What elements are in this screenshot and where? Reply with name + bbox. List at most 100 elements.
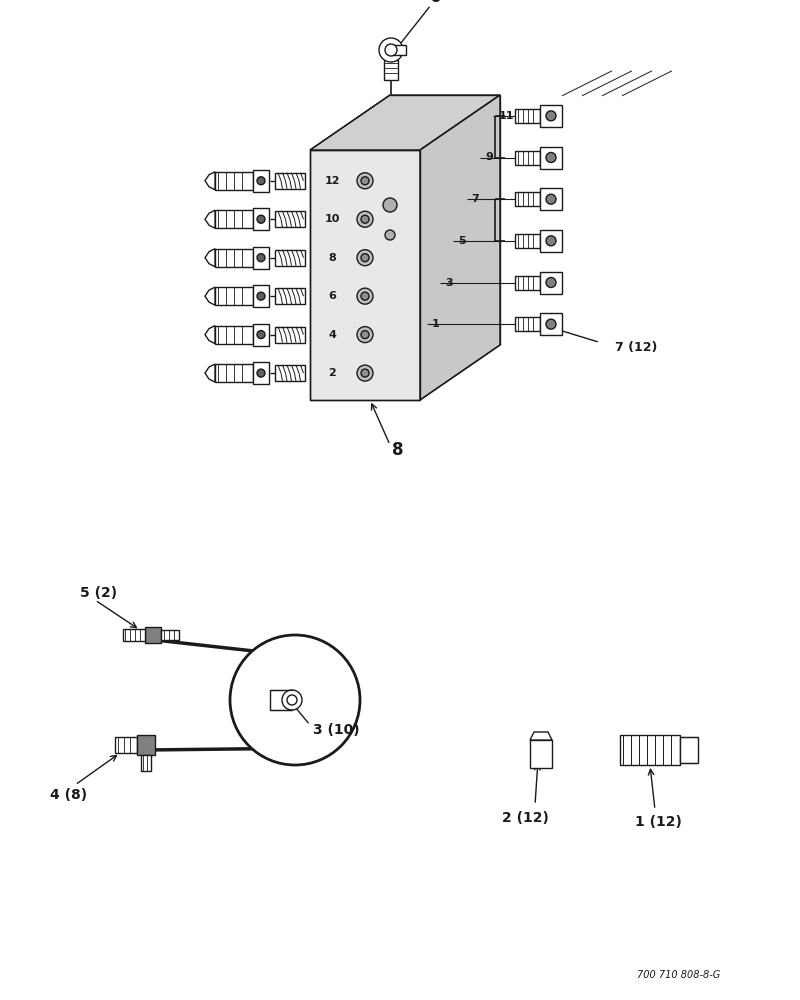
- Bar: [161, 630, 179, 640]
- Bar: [515, 109, 540, 123]
- Bar: [530, 740, 552, 768]
- Circle shape: [357, 288, 373, 304]
- Text: 7 (12): 7 (12): [615, 341, 658, 354]
- Bar: [253, 247, 269, 269]
- Circle shape: [357, 173, 373, 189]
- Bar: [384, 60, 398, 80]
- Polygon shape: [205, 287, 215, 305]
- Bar: [540, 105, 562, 127]
- Bar: [215, 326, 253, 344]
- Bar: [215, 210, 253, 228]
- Text: 5 (2): 5 (2): [80, 586, 117, 600]
- Circle shape: [379, 38, 403, 62]
- Bar: [515, 275, 540, 290]
- Circle shape: [361, 177, 369, 185]
- Bar: [215, 249, 253, 267]
- Text: 8: 8: [392, 441, 403, 459]
- Bar: [680, 737, 698, 763]
- Circle shape: [361, 292, 369, 300]
- Bar: [515, 150, 540, 164]
- Bar: [115, 737, 137, 753]
- Polygon shape: [310, 95, 500, 150]
- Text: 10: 10: [324, 214, 340, 224]
- Text: 6: 6: [328, 291, 336, 301]
- Bar: [253, 324, 269, 346]
- Circle shape: [385, 44, 397, 56]
- Bar: [540, 230, 562, 252]
- Text: 3: 3: [445, 277, 453, 288]
- Circle shape: [385, 230, 395, 240]
- Text: 700 710 808-8-G: 700 710 808-8-G: [637, 970, 720, 980]
- Bar: [620, 735, 680, 765]
- Polygon shape: [310, 150, 420, 400]
- Circle shape: [257, 177, 265, 185]
- Text: 4: 4: [328, 330, 336, 340]
- Circle shape: [361, 254, 369, 262]
- Bar: [275, 173, 305, 189]
- Text: 8: 8: [328, 253, 336, 263]
- Circle shape: [257, 215, 265, 223]
- Circle shape: [357, 365, 373, 381]
- Bar: [253, 208, 269, 230]
- Polygon shape: [205, 364, 215, 382]
- Bar: [141, 755, 151, 771]
- Circle shape: [257, 292, 265, 300]
- Bar: [515, 317, 540, 331]
- Bar: [540, 313, 562, 335]
- Circle shape: [546, 236, 556, 246]
- Text: 1: 1: [432, 319, 439, 329]
- Bar: [540, 271, 562, 294]
- Bar: [215, 364, 253, 382]
- Circle shape: [361, 331, 369, 339]
- Text: 9: 9: [485, 152, 493, 162]
- Polygon shape: [205, 172, 215, 190]
- Bar: [275, 211, 305, 227]
- Circle shape: [546, 319, 556, 329]
- Circle shape: [357, 250, 373, 266]
- Text: 11: 11: [498, 111, 514, 121]
- Text: 4 (8): 4 (8): [50, 788, 87, 802]
- Polygon shape: [205, 326, 215, 344]
- Circle shape: [546, 152, 556, 162]
- Circle shape: [383, 198, 397, 212]
- Circle shape: [257, 254, 265, 262]
- Bar: [275, 288, 305, 304]
- Circle shape: [546, 277, 556, 288]
- Bar: [253, 362, 269, 384]
- Bar: [515, 192, 540, 206]
- Text: 5: 5: [458, 236, 466, 246]
- Bar: [137, 735, 155, 755]
- Circle shape: [257, 331, 265, 339]
- Text: 1 (12): 1 (12): [634, 815, 682, 829]
- Text: 2 (12): 2 (12): [502, 811, 549, 825]
- Circle shape: [361, 215, 369, 223]
- Bar: [215, 287, 253, 305]
- Circle shape: [546, 111, 556, 121]
- Polygon shape: [420, 95, 500, 400]
- Bar: [275, 327, 305, 343]
- Circle shape: [287, 695, 297, 705]
- Polygon shape: [205, 210, 215, 228]
- Circle shape: [546, 194, 556, 204]
- Bar: [215, 172, 253, 190]
- Text: 12: 12: [324, 176, 340, 186]
- Bar: [540, 146, 562, 168]
- Polygon shape: [530, 732, 552, 740]
- Bar: [391, 45, 406, 55]
- Bar: [515, 234, 540, 248]
- Text: 2: 2: [328, 368, 336, 378]
- Circle shape: [230, 635, 360, 765]
- Circle shape: [257, 369, 265, 377]
- Circle shape: [357, 327, 373, 343]
- Bar: [275, 250, 305, 266]
- Circle shape: [361, 369, 369, 377]
- Bar: [253, 170, 269, 192]
- Bar: [145, 627, 161, 643]
- Bar: [275, 365, 305, 381]
- Text: 3 (10): 3 (10): [313, 723, 360, 737]
- Polygon shape: [205, 249, 215, 267]
- Circle shape: [357, 211, 373, 227]
- Text: 7: 7: [472, 194, 479, 204]
- Text: 6: 6: [430, 0, 442, 6]
- Bar: [540, 188, 562, 210]
